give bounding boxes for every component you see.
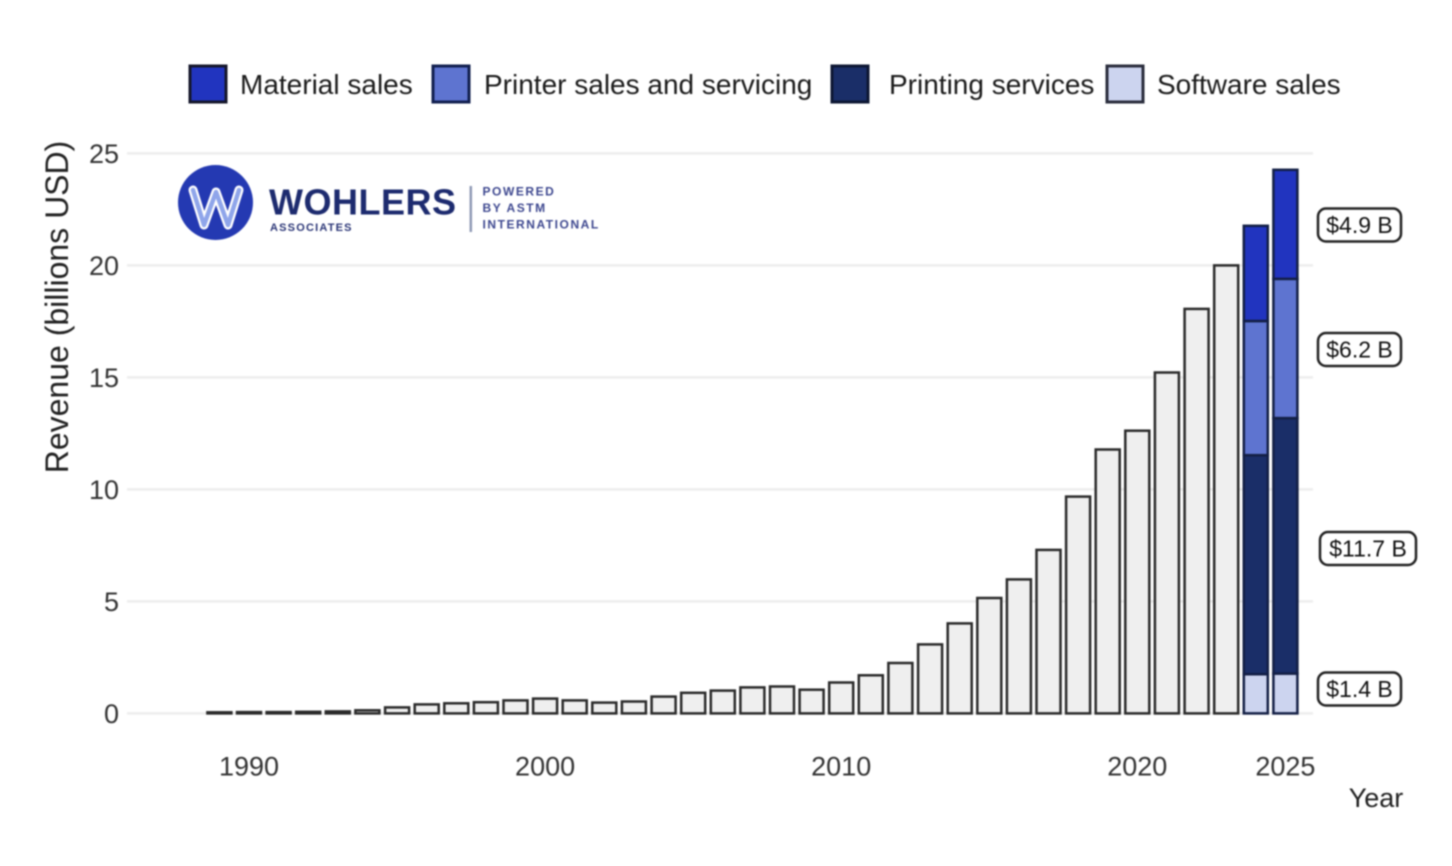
svg-text:2010: 2010 xyxy=(811,752,871,782)
svg-text:2025: 2025 xyxy=(1255,752,1315,782)
svg-text:INTERNATIONAL: INTERNATIONAL xyxy=(483,218,600,232)
svg-text:Revenue (billions USD): Revenue (billions USD) xyxy=(39,141,75,474)
svg-text:ASSOCIATES: ASSOCIATES xyxy=(270,222,353,234)
svg-text:Year: Year xyxy=(1349,783,1404,813)
svg-text:Printer sales and servicing: Printer sales and servicing xyxy=(484,69,812,100)
svg-text:POWERED: POWERED xyxy=(483,185,556,199)
svg-text:BY ASTM: BY ASTM xyxy=(483,201,547,215)
svg-text:20: 20 xyxy=(89,251,119,281)
svg-text:$4.9 B: $4.9 B xyxy=(1326,212,1393,238)
svg-text:1990: 1990 xyxy=(219,752,279,782)
svg-text:Software sales: Software sales xyxy=(1157,69,1341,100)
svg-text:WOHLERS: WOHLERS xyxy=(269,182,457,223)
svg-text:2020: 2020 xyxy=(1107,752,1167,782)
svg-text:Material sales: Material sales xyxy=(240,69,413,100)
svg-text:$1.4 B: $1.4 B xyxy=(1326,676,1393,702)
svg-text:$11.7 B: $11.7 B xyxy=(1329,536,1407,562)
svg-text:25: 25 xyxy=(89,139,119,169)
svg-text:$6.2 B: $6.2 B xyxy=(1326,337,1393,363)
svg-text:5: 5 xyxy=(104,587,119,617)
svg-text:0: 0 xyxy=(104,699,119,729)
svg-text:Printing services: Printing services xyxy=(889,69,1094,100)
svg-text:10: 10 xyxy=(89,475,119,505)
svg-text:2000: 2000 xyxy=(515,752,575,782)
svg-text:15: 15 xyxy=(89,363,119,393)
